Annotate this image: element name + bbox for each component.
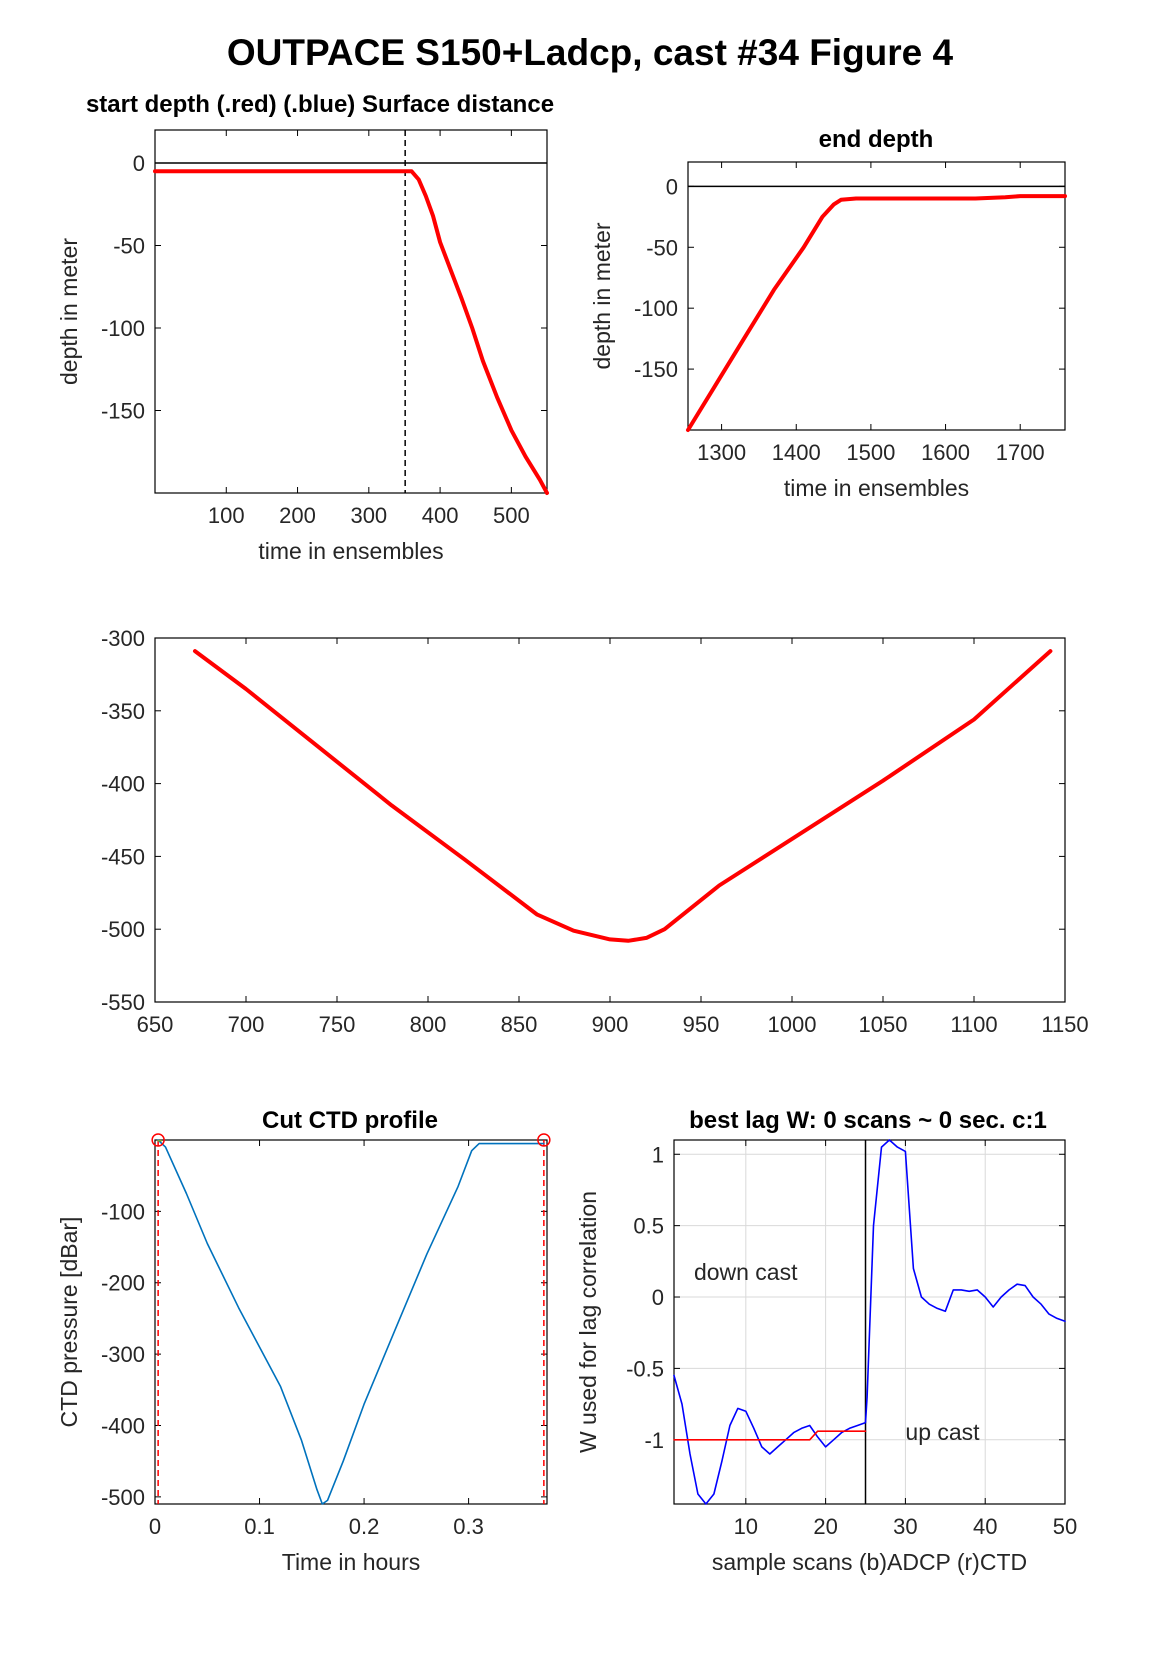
series-line-0	[157, 1139, 545, 1505]
bottom-depth-panel: 650 700 750 800 850 900 950 1000 1050 1100 1150 -30…	[101, 626, 1089, 1037]
x-tick-label: 1700	[996, 440, 1045, 465]
annotation-1: up cast	[905, 1419, 980, 1445]
x-tick-label: 1500	[846, 440, 895, 465]
x-tick-label: 10	[734, 1514, 758, 1539]
y-tick-label: -350	[101, 699, 145, 724]
x-tick-label: 1050	[859, 1012, 908, 1037]
endpoint-marker	[537, 1133, 551, 1147]
y-tick-label: -100	[101, 316, 145, 341]
x-tick-label: 1100	[950, 1012, 997, 1037]
x-tick-label: 800	[410, 1012, 447, 1037]
y-tick-label: -550	[101, 990, 145, 1015]
x-tick-label: 1600	[921, 440, 970, 465]
axes-frame	[154, 1139, 548, 1505]
y-tick-label: 0.5	[633, 1214, 664, 1239]
x-tick-label: 1000	[768, 1012, 817, 1037]
y-tick-label: -200	[101, 1271, 145, 1296]
panel-title: start depth (.red) (.blue) Surface dista…	[86, 91, 554, 118]
x-tick-label: 300	[350, 503, 387, 528]
y-tick-label: -100	[634, 296, 678, 321]
y-tick-label: -100	[101, 1199, 145, 1224]
x-tick-label: 1150	[1041, 1012, 1088, 1037]
x-tick-label: 900	[592, 1012, 629, 1037]
x-tick-label: 1300	[697, 440, 746, 465]
x-tick-label: 0.1	[244, 1514, 275, 1539]
axes-frame	[687, 161, 1066, 431]
y-tick-label: -300	[101, 626, 145, 651]
x-tick-label: 0	[149, 1514, 161, 1539]
x-axis-label: sample scans (b)ADCP (r)CTD	[712, 1549, 1027, 1575]
x-tick-label: 500	[493, 503, 530, 528]
x-tick-label: 400	[422, 503, 459, 528]
figure-title: OUTPACE S150+Ladcp, cast #34 Figure 4	[227, 32, 954, 73]
y-tick-label: -300	[101, 1342, 145, 1367]
x-tick-label: 650	[137, 1012, 174, 1037]
y-tick-label: -450	[101, 844, 145, 869]
x-axis-label: time in ensembles	[784, 475, 969, 501]
y-tick-label: -500	[101, 1485, 145, 1510]
x-tick-label: 50	[1053, 1514, 1077, 1539]
y-tick-label: -150	[101, 399, 145, 424]
best-lag-panel: 10 20 30 40 50 1 0.5 0 -0.5 -1 sample scans (b)ADC…	[575, 1107, 1077, 1575]
axes-frame	[154, 637, 1066, 1003]
x-axis-label: Time in hours	[282, 1549, 420, 1575]
x-tick-label: 0.2	[349, 1514, 380, 1539]
series-line-1	[673, 1430, 867, 1441]
y-tick-label: -400	[101, 1413, 145, 1438]
x-tick-label: 700	[228, 1012, 265, 1037]
y-tick-label: 0	[652, 1285, 664, 1310]
series-line-0	[193, 649, 1053, 943]
y-tick-label: -1	[644, 1428, 664, 1453]
x-tick-label: 1400	[772, 440, 821, 465]
y-tick-label: 0	[133, 151, 145, 176]
y-tick-label: -150	[634, 357, 678, 382]
x-axis-label: time in ensembles	[258, 538, 443, 564]
series-line-0	[673, 1139, 1066, 1505]
x-tick-label: 950	[683, 1012, 720, 1037]
y-tick-label: -50	[646, 235, 678, 260]
y-tick-label: 1	[652, 1142, 664, 1167]
y-axis-label: CTD pressure [dBar]	[56, 1217, 82, 1428]
end-depth-panel: 1300 1400 1500 1600 1700 0 -50 -100 -150 time in …	[589, 126, 1067, 501]
y-axis-label: depth in meter	[589, 222, 615, 369]
start-depth-panel: 100 200 300 400 500 0 -50 -100 -150 time in ensem…	[56, 91, 554, 564]
endpoint-marker	[151, 1133, 165, 1147]
y-axis-label: depth in meter	[56, 238, 82, 385]
y-tick-label: -400	[101, 772, 145, 797]
y-axis-label: W used for lag correlation	[575, 1191, 601, 1453]
series-line-0	[153, 169, 549, 495]
x-tick-label: 100	[208, 503, 245, 528]
x-tick-label: 0.3	[453, 1514, 484, 1539]
series-line-0	[686, 194, 1067, 432]
panel-title: best lag W: 0 scans ~ 0 sec. c:1	[689, 1107, 1047, 1134]
axes-frame	[154, 129, 548, 494]
x-tick-label: 40	[973, 1514, 997, 1539]
y-tick-label: -50	[113, 234, 145, 259]
x-tick-label: 20	[813, 1514, 837, 1539]
x-tick-label: 750	[319, 1012, 356, 1037]
y-tick-label: 0	[666, 174, 678, 199]
panel-title: Cut CTD profile	[262, 1107, 438, 1134]
cut-ctd-panel: 0 0.1 0.2 0.3 -100 -200 -300 -400 -500 Time in ho…	[56, 1107, 551, 1575]
x-tick-label: 850	[501, 1012, 538, 1037]
x-tick-label: 30	[893, 1514, 917, 1539]
x-tick-label: 200	[279, 503, 316, 528]
y-tick-label: -500	[101, 917, 145, 942]
annotation-0: down cast	[694, 1259, 798, 1285]
y-tick-label: -0.5	[626, 1356, 664, 1381]
panel-title: end depth	[819, 126, 934, 153]
